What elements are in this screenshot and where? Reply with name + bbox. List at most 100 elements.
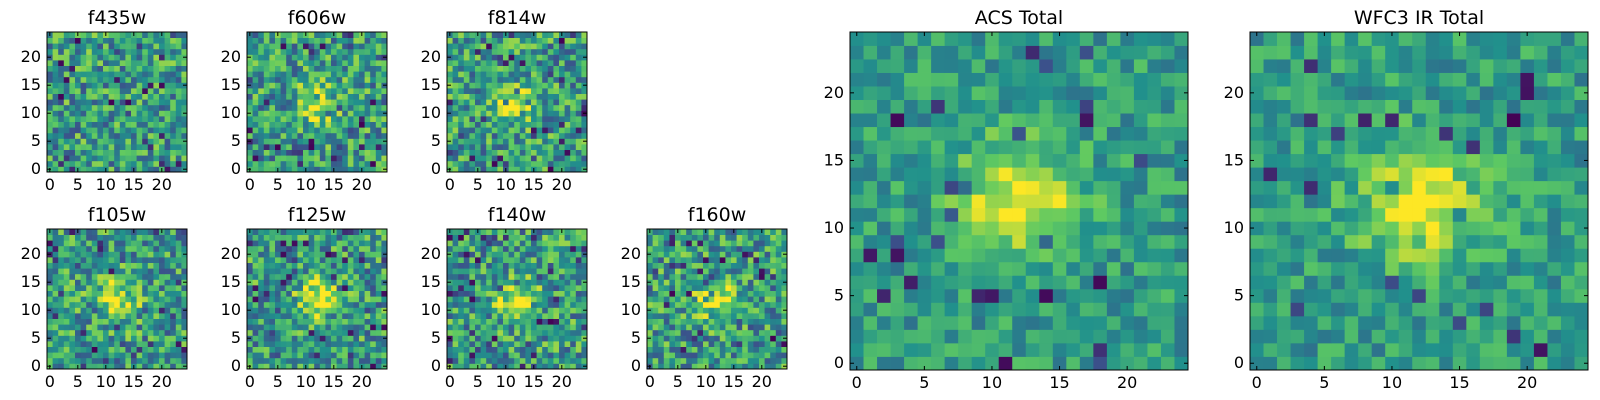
heatmap-cell [258, 363, 265, 370]
heatmap-cell [519, 307, 526, 314]
heatmap-cell [80, 166, 87, 173]
heatmap-cell [280, 99, 287, 106]
heatmap-cell [314, 132, 321, 139]
heatmap-cell [142, 48, 149, 55]
heatmap-cell [331, 273, 337, 280]
heatmap-cell [570, 144, 577, 150]
heatmap-cell [75, 262, 81, 269]
heatmap-cell [469, 357, 476, 364]
heatmap-cell [263, 257, 270, 263]
heatmap-cell [519, 324, 526, 331]
heatmap-cell [91, 48, 98, 55]
heatmap-cell [525, 307, 532, 314]
heatmap-cell [275, 251, 281, 258]
heatmap-cell [714, 346, 721, 353]
heatmap-cell [80, 149, 87, 156]
heatmap-cell [877, 248, 891, 263]
heatmap-cell [542, 341, 549, 347]
heatmap-cell [69, 155, 76, 162]
heatmap-cell [375, 357, 382, 364]
heatmap-cell [142, 296, 149, 303]
heatmap-cell [342, 268, 349, 275]
heatmap-cell [508, 251, 515, 258]
heatmap-cell [514, 138, 521, 145]
heatmap-cell [75, 307, 81, 314]
heatmap-cell [497, 127, 504, 134]
heatmap-cell [125, 37, 132, 44]
heatmap-cell [570, 318, 577, 325]
heatmap-cell [52, 335, 59, 342]
heatmap-cell [136, 301, 143, 308]
heatmap-cell [58, 335, 65, 342]
heatmap-cell [347, 149, 354, 156]
heatmap-cell [69, 352, 76, 359]
heatmap-cell [719, 352, 726, 359]
heatmap-cell [252, 132, 259, 139]
heatmap-cell [47, 48, 53, 55]
heatmap-cell [458, 37, 465, 44]
heatmap-cell [63, 335, 70, 342]
heatmap-cell [697, 251, 704, 258]
heatmap-cell [547, 357, 554, 364]
heatmap-cell [58, 155, 65, 162]
heatmap-cell [469, 138, 476, 145]
heatmap-cell [1012, 234, 1027, 249]
heatmap-cell [86, 32, 93, 38]
heatmap-cell [581, 104, 588, 111]
heatmap-cell [564, 335, 571, 342]
heatmap-cell [103, 251, 109, 258]
heatmap-cell [263, 296, 270, 303]
heatmap-cell [480, 166, 487, 173]
heatmap-cell [736, 279, 743, 286]
heatmap-cell [69, 307, 76, 314]
heatmap-cell [508, 268, 515, 275]
heatmap-cell [475, 127, 481, 134]
heatmap-cell [691, 273, 698, 280]
heatmap-cell [52, 160, 59, 167]
heatmap-cell [58, 245, 65, 252]
y-tick-label: 10 [421, 103, 441, 122]
heatmap-cell [297, 318, 304, 325]
x-tick-label: 20 [552, 175, 572, 194]
heatmap-cell [463, 363, 470, 370]
heatmap-cell [108, 318, 115, 325]
heatmap-cell [91, 273, 98, 280]
heatmap-cell [252, 234, 259, 241]
heatmap-cell [570, 138, 577, 145]
heatmap-cell [125, 166, 132, 173]
heatmap-cell [447, 76, 453, 83]
heatmap-cell [375, 329, 382, 336]
heatmap-cell [303, 144, 309, 150]
heatmap-cell [475, 54, 481, 61]
heatmap-cell [159, 93, 165, 100]
heatmap-cell [47, 104, 53, 111]
heatmap-cell [652, 352, 659, 359]
heatmap-cell [536, 65, 543, 72]
y-tick-label: 0 [231, 356, 241, 375]
heatmap-cell [325, 60, 332, 66]
heatmap-cell [486, 324, 493, 331]
heatmap-cell [547, 116, 554, 122]
heatmap-cell [308, 268, 315, 275]
heatmap-cell [542, 32, 549, 38]
heatmap-cell [80, 240, 87, 247]
heatmap-cell [1079, 356, 1094, 371]
heatmap-cell [719, 313, 726, 319]
heatmap-cell [525, 65, 532, 72]
heatmap-cell [291, 160, 298, 167]
heatmap-cell [553, 313, 560, 319]
heatmap-cell [159, 37, 165, 44]
heatmap-cell [480, 285, 487, 291]
heatmap-cell [497, 245, 504, 252]
heatmap-cell [314, 76, 321, 83]
heatmap-cell [125, 144, 132, 150]
heatmap-cell [80, 301, 87, 308]
heatmap-cell [114, 273, 121, 280]
heatmap-cell [69, 60, 76, 66]
heatmap-cell [147, 290, 154, 297]
heatmap-cell [542, 251, 549, 258]
heatmap-cell [542, 290, 549, 297]
heatmap-cell [547, 149, 554, 156]
heatmap-cell [759, 273, 765, 280]
heatmap-cell [131, 132, 137, 139]
